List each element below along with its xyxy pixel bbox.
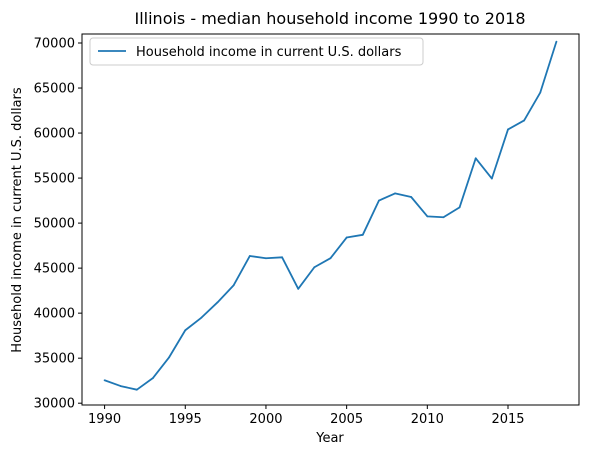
data-point (458, 206, 461, 209)
data-point (410, 196, 413, 198)
data-point (426, 215, 429, 218)
data-point (248, 255, 251, 257)
data-point (539, 91, 542, 94)
x-axis-label: Year (315, 431, 344, 446)
series-layer (103, 40, 558, 391)
data-point (361, 233, 364, 236)
x-tick-label: 2000 (249, 412, 282, 427)
data-point (265, 257, 267, 260)
data-point (297, 287, 300, 290)
data-point (490, 177, 493, 180)
data-point (507, 128, 509, 131)
y-tick-label: 65000 (34, 82, 75, 97)
data-point (135, 388, 138, 391)
legend: Household income in current U.S. dollars (89, 37, 424, 66)
series-line (104, 41, 558, 391)
x-tick-label: 1990 (88, 412, 121, 427)
x-tick-label: 2010 (411, 412, 444, 427)
data-point (523, 119, 526, 122)
data-point (345, 236, 348, 239)
y-axis-label: Household income in current U.S. dollars (10, 87, 25, 353)
plot-frame (81, 33, 580, 406)
x-axis: 1990 1995 2000 2005 2010 2015 (88, 405, 525, 427)
y-tick-label: 40000 (34, 307, 75, 322)
y-tick-label: 50000 (34, 217, 75, 232)
y-axis: 30000 35000 40000 45000 50000 55000 60000 65000… (34, 37, 82, 412)
y-tick-label: 60000 (34, 127, 75, 142)
y-tick-label: 35000 (34, 352, 75, 367)
data-point (329, 257, 332, 260)
data-point (313, 266, 316, 269)
chart-title: Illinois - median household income 1990 … (135, 9, 526, 28)
plot-area (81, 33, 580, 406)
y-tick-label: 55000 (34, 172, 75, 187)
data-point (394, 192, 396, 195)
data-point (442, 216, 445, 219)
data-point (232, 284, 235, 287)
data-point (281, 256, 283, 259)
data-point (184, 329, 187, 332)
data-point (474, 157, 477, 160)
x-tick-label: 2015 (491, 412, 524, 427)
legend-box (89, 37, 424, 66)
data-point (119, 385, 122, 387)
data-point (216, 301, 219, 304)
y-tick-label: 70000 (34, 37, 75, 52)
y-tick-label: 30000 (34, 397, 75, 412)
data-point (378, 199, 380, 202)
x-tick-label: 2005 (330, 412, 363, 427)
data-point (168, 356, 171, 359)
y-tick-label: 45000 (34, 262, 75, 277)
data-point (103, 379, 106, 382)
data-point (152, 377, 154, 379)
legend-label: Household income in current U.S. dollars (136, 45, 402, 60)
data-point (200, 316, 203, 319)
data-point (555, 40, 558, 43)
x-tick-label: 1995 (169, 412, 202, 427)
